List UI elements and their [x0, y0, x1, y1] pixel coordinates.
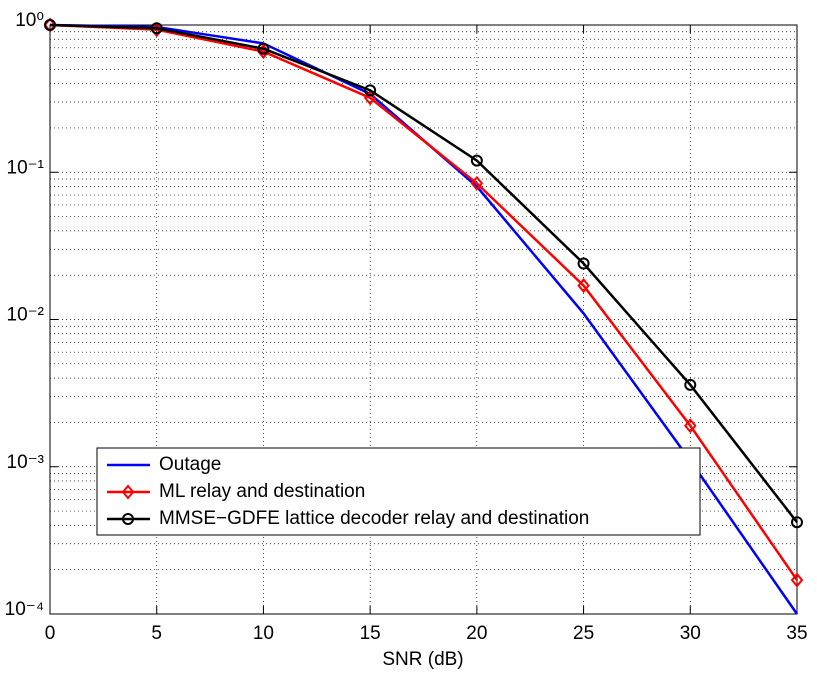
marker	[257, 42, 270, 55]
x-tick-label: 15	[360, 623, 381, 644]
x-tick-label: 25	[573, 623, 594, 644]
marker	[577, 257, 590, 270]
marker	[470, 175, 484, 191]
x-tick-label: 10	[253, 623, 274, 644]
plot-frame	[49, 24, 798, 615]
x-tick-label: 30	[680, 623, 701, 644]
marker	[577, 278, 590, 294]
series-line	[49, 23, 798, 523]
y-tick-label: 10⁻¹	[7, 157, 45, 178]
marker	[364, 84, 377, 97]
y-tick-label: 10⁻²	[7, 305, 45, 326]
legend-label: MMSE−GDFE lattice decoder relay and dest…	[159, 508, 589, 529]
x-tick-label: 5	[151, 623, 162, 644]
marker	[791, 516, 803, 529]
legend-box	[96, 447, 701, 536]
x-axis-label: SNR (dB)	[382, 649, 463, 670]
y-tick-label: 10⁻³	[7, 452, 45, 473]
y-tick-label: 10⁰	[15, 10, 44, 31]
marker	[44, 19, 56, 31]
legend: Outage ML relay and destination MMSE−GDFE …	[96, 447, 701, 536]
legend-marker	[121, 484, 135, 500]
x-tick-label: 0	[45, 623, 56, 644]
series-line	[49, 23, 799, 581]
x-tick-label: 20	[466, 623, 487, 644]
y-tick-label: 10⁻⁴	[5, 599, 44, 620]
marker	[363, 90, 377, 106]
marker	[790, 572, 804, 588]
marker	[684, 378, 697, 391]
marker	[683, 418, 697, 434]
marker	[150, 22, 163, 35]
legend-label: ML relay and destination	[159, 481, 365, 502]
x-tick-label: 35	[786, 623, 807, 644]
marker	[470, 154, 483, 167]
legend-label: Outage	[159, 454, 221, 475]
legend-marker	[122, 513, 134, 525]
